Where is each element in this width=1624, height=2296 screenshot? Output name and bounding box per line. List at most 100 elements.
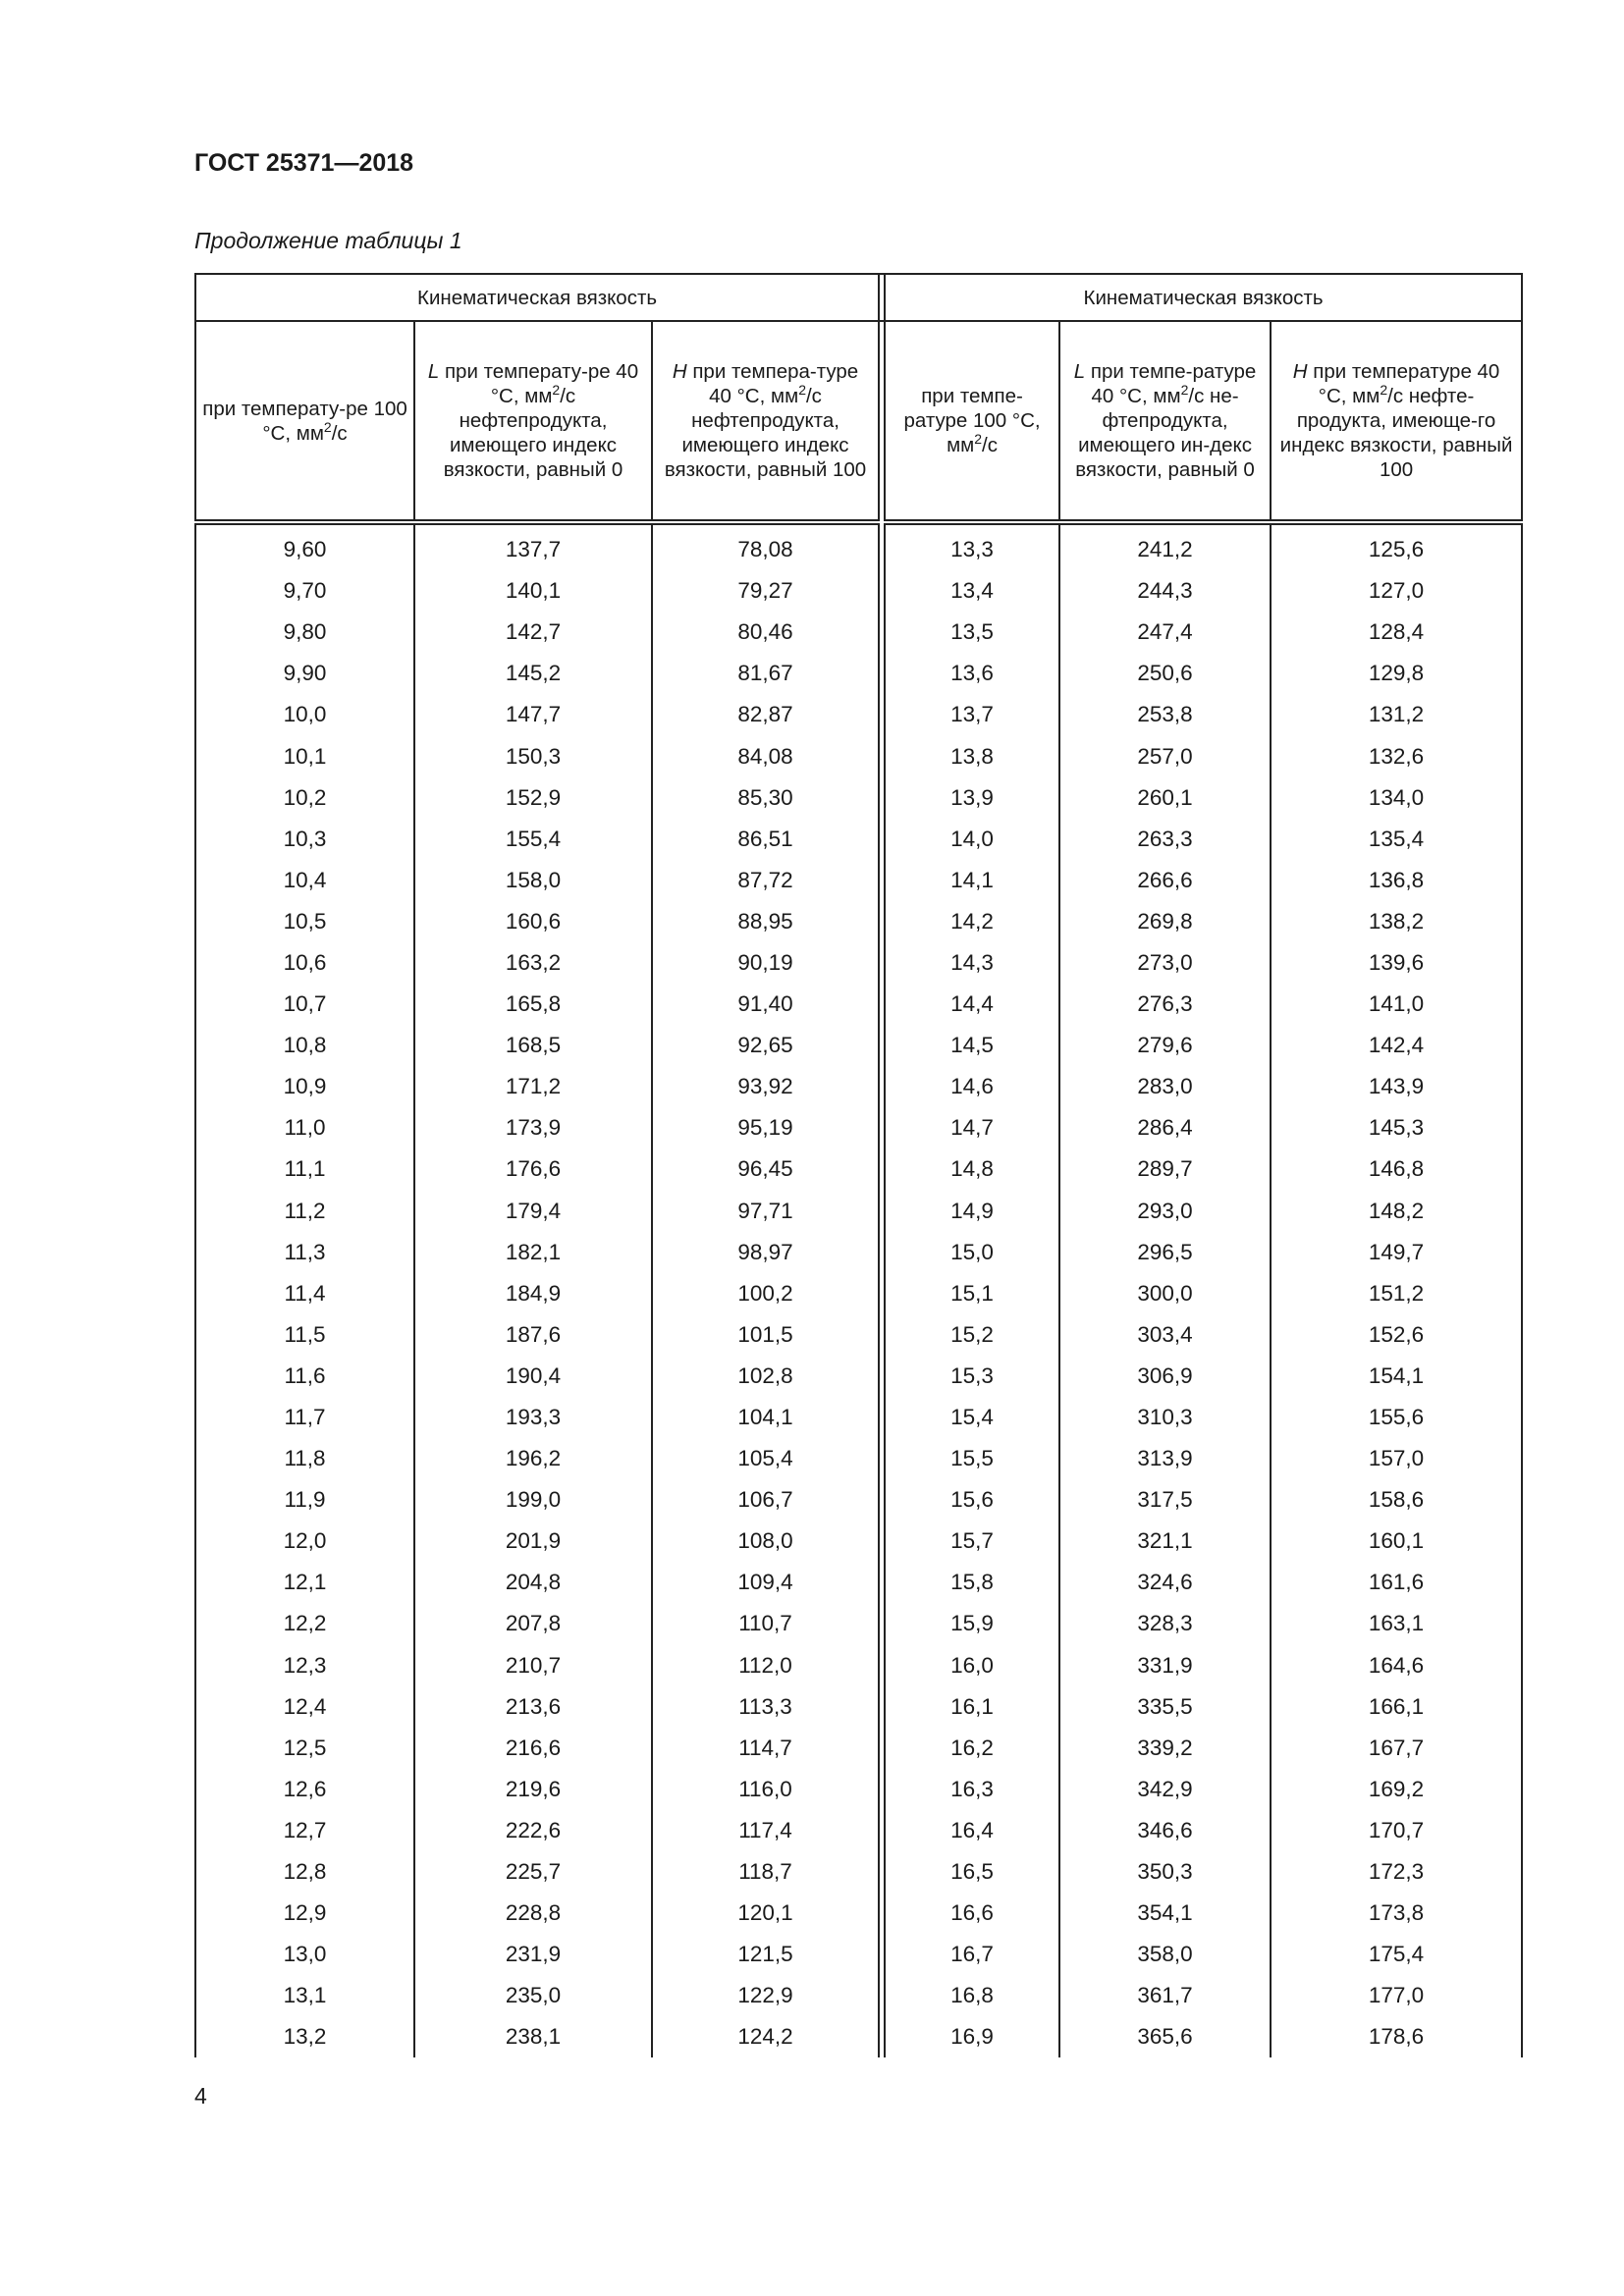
table-cell: 10,8 <box>194 1025 415 1067</box>
table-cell: 263,3 <box>1058 818 1272 860</box>
table-cell: 12,9 <box>194 1893 415 1935</box>
double-divider <box>878 1851 887 1894</box>
header-text: /с нефтепродукта, имеющего индекс вязкос… <box>664 385 867 481</box>
table-cell: 257,0 <box>1058 735 1272 777</box>
table-cell: 112,0 <box>650 1644 881 1686</box>
table-cell: 131,2 <box>1270 694 1524 736</box>
table-cell: 85,30 <box>650 776 881 819</box>
table-cell: 303,4 <box>1058 1313 1272 1356</box>
table-cell: 122,9 <box>650 1975 881 2017</box>
table-cell: 173,8 <box>1270 1893 1524 1935</box>
table-row: 10,4 158,0 87,72 14,1 266,6 136,8 <box>194 859 1524 901</box>
table-cell: 13,1 <box>194 1975 415 2017</box>
table-row: 11,3 182,1 98,97 15,0 296,5 149,7 <box>194 1231 1524 1273</box>
table-cell: 15,0 <box>884 1231 1061 1273</box>
table-cell: 98,97 <box>650 1231 881 1273</box>
header-text: /с нефте-продукта, имеюще-го индекс вязк… <box>1279 385 1513 481</box>
superscript: 2 <box>974 431 983 448</box>
double-divider <box>878 320 887 522</box>
table-cell: 117,4 <box>650 1809 881 1851</box>
table-cell: 12,8 <box>194 1851 415 1894</box>
double-divider <box>878 859 887 901</box>
table-cell: 91,40 <box>650 984 881 1026</box>
table-cell: 225,7 <box>413 1851 653 1894</box>
double-divider <box>878 818 887 860</box>
table-cell: 16,2 <box>884 1727 1061 1769</box>
table-cell: 175,4 <box>1270 1934 1524 1976</box>
table-cell: 190,4 <box>413 1355 653 1397</box>
table-cell: 80,46 <box>650 612 881 654</box>
table-cell: 279,6 <box>1058 1025 1272 1067</box>
superscript: 2 <box>798 382 806 399</box>
table-cell: 11,2 <box>194 1190 415 1232</box>
superscript: 2 <box>1380 382 1388 399</box>
table-cell: 11,4 <box>194 1272 415 1314</box>
table-row: 12,0 201,9 108,0 15,7 321,1 160,1 <box>194 1521 1524 1563</box>
table-cell: 15,6 <box>884 1479 1061 1522</box>
table-cell: 9,80 <box>194 612 415 654</box>
table-cell: 210,7 <box>413 1644 653 1686</box>
table-cell: 296,5 <box>1058 1231 1272 1273</box>
table-cell: 81,67 <box>650 653 881 695</box>
table-cell: 15,8 <box>884 1562 1061 1604</box>
table-cell: 13,6 <box>884 653 1061 695</box>
table-row: 12,5 216,6 114,7 16,2 339,2 167,7 <box>194 1727 1524 1769</box>
table-cell: 283,0 <box>1058 1066 1272 1108</box>
column-header: H при темпера-туре 40 °С, мм2/с нефтепро… <box>650 320 881 525</box>
table-row: 11,9 199,0 106,7 15,6 317,5 158,6 <box>194 1479 1524 1522</box>
column-header: при температу-ре 100 °С, мм2/с <box>194 320 415 525</box>
table-cell: 9,90 <box>194 653 415 695</box>
table-cell: 14,9 <box>884 1190 1061 1232</box>
header-text: при темпера-туре 40 °С, мм <box>686 360 859 407</box>
table-cell: 152,6 <box>1270 1313 1524 1356</box>
table-cell: 339,2 <box>1058 1727 1272 1769</box>
symbol: L <box>1073 360 1086 383</box>
table-row: 12,6 219,6 116,0 16,3 342,9 169,2 <box>194 1768 1524 1810</box>
double-divider <box>878 2016 887 2058</box>
table-cell: 97,71 <box>650 1190 881 1232</box>
table-cell: 86,51 <box>650 818 881 860</box>
double-divider <box>878 1934 887 1976</box>
table-cell: 9,60 <box>194 522 415 571</box>
table-row: 11,0 173,9 95,19 14,7 286,4 145,3 <box>194 1107 1524 1149</box>
table-cell: 16,9 <box>884 2016 1061 2058</box>
table-cell: 11,8 <box>194 1438 415 1480</box>
table-row: 10,8 168,5 92,65 14,5 279,6 142,4 <box>194 1025 1524 1067</box>
symbol: L <box>427 360 440 383</box>
table-cell: 12,1 <box>194 1562 415 1604</box>
table-cell: 289,7 <box>1058 1148 1272 1191</box>
table-cell: 207,8 <box>413 1603 653 1645</box>
table-cell: 155,6 <box>1270 1396 1524 1439</box>
table-cell: 13,5 <box>884 612 1061 654</box>
table-cell: 199,0 <box>413 1479 653 1522</box>
table-cell: 104,1 <box>650 1396 881 1439</box>
table-cell: 108,0 <box>650 1521 881 1563</box>
table-cell: 127,0 <box>1270 570 1524 613</box>
table-row: 12,1 204,8 109,4 15,8 324,6 161,6 <box>194 1562 1524 1604</box>
double-divider <box>878 941 887 985</box>
table-cell: 187,6 <box>413 1313 653 1356</box>
table-cell: 138,2 <box>1270 900 1524 942</box>
column-header: при темпе-ратуре 100 °С, мм2/с <box>884 320 1061 525</box>
table-cell: 313,9 <box>1058 1438 1272 1480</box>
table-row: 9,60 137,7 78,08 13,3 241,2 125,6 <box>194 522 1524 571</box>
double-divider <box>878 694 887 736</box>
table-cell: 13,3 <box>884 522 1061 571</box>
table-cell: 109,4 <box>650 1562 881 1604</box>
table-row: 10,3 155,4 86,51 14,0 263,3 135,4 <box>194 818 1524 860</box>
double-divider <box>878 1148 887 1191</box>
table-cell: 92,65 <box>650 1025 881 1067</box>
double-divider <box>878 1975 887 2017</box>
double-divider <box>878 612 887 654</box>
table-cell: 231,9 <box>413 1934 653 1976</box>
double-divider <box>878 1521 887 1563</box>
table-row: 12,2 207,8 110,7 15,9 328,3 163,1 <box>194 1603 1524 1645</box>
table-cell: 12,4 <box>194 1685 415 1728</box>
table-cell: 15,9 <box>884 1603 1061 1645</box>
table-cell: 14,8 <box>884 1148 1061 1191</box>
table-cell: 137,7 <box>413 522 653 571</box>
table-row: 11,8 196,2 105,4 15,5 313,9 157,0 <box>194 1438 1524 1480</box>
superscript: 2 <box>323 418 332 435</box>
table-cell: 16,0 <box>884 1644 1061 1686</box>
table-cell: 106,7 <box>650 1479 881 1522</box>
